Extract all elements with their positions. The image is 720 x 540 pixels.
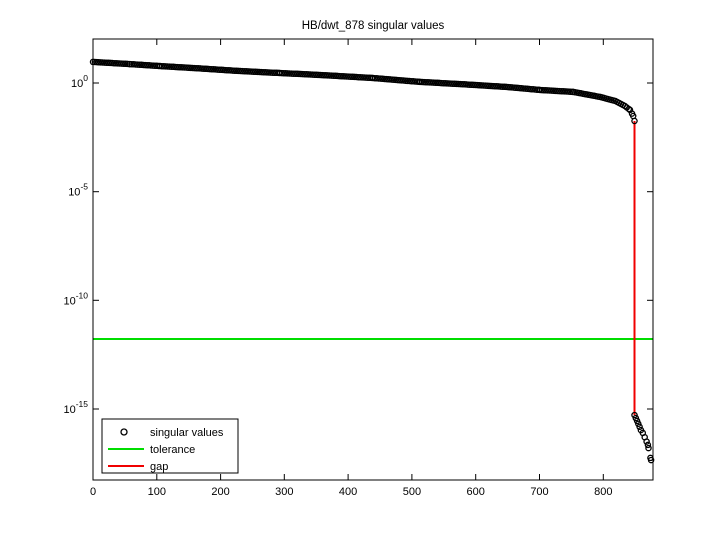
legend-item-singular-values: singular values [120,427,224,439]
data-point-tail [643,438,650,445]
data-point-tail [631,411,638,419]
circle-marker-icon [120,428,128,436]
x-tick-label: 400 [339,486,357,498]
legend-box [101,418,239,474]
x-axis: 0 100 200 300 400 500 600 700 800 [90,39,612,498]
data-point [631,117,638,125]
x-tick-label: 700 [530,486,548,498]
y-tick-label: 100 [71,73,88,90]
legend-item-tolerance: tolerance [108,444,195,456]
legend: singular values tolerance gap [101,418,239,474]
data-point-tail [644,441,652,449]
y-tick-label: 10-15 [63,399,88,416]
data-point-tail [645,444,652,452]
plot-box [92,38,654,481]
singular-values-series [89,58,655,464]
legend-item-gap: gap [108,461,168,473]
legend-label-singular-values: singular values [150,427,224,439]
x-tick-label: 0 [90,486,96,498]
data-point-tail [636,423,643,431]
x-tick-label: 800 [594,486,612,498]
x-tick-label: 500 [403,486,421,498]
plot-generated-content: 0 100 200 300 400 500 600 700 800 100 10-5 10-10 10-… [63,38,655,498]
y-tick-label: 10-5 [68,182,88,199]
data-point-tail [635,420,642,428]
x-tick-label: 300 [275,486,293,498]
legend-label-tolerance: tolerance [150,444,195,456]
x-tick-label: 200 [211,486,229,498]
y-axis: 100 10-5 10-10 10-15 [63,73,653,416]
data-point-tail [647,456,655,464]
x-tick-label: 600 [467,486,485,498]
y-tick-label: 10-10 [63,290,88,307]
legend-label-gap: gap [150,461,168,473]
x-tick-label: 100 [148,486,166,498]
plot-title: HB/dwt_878 singular values [302,20,445,32]
